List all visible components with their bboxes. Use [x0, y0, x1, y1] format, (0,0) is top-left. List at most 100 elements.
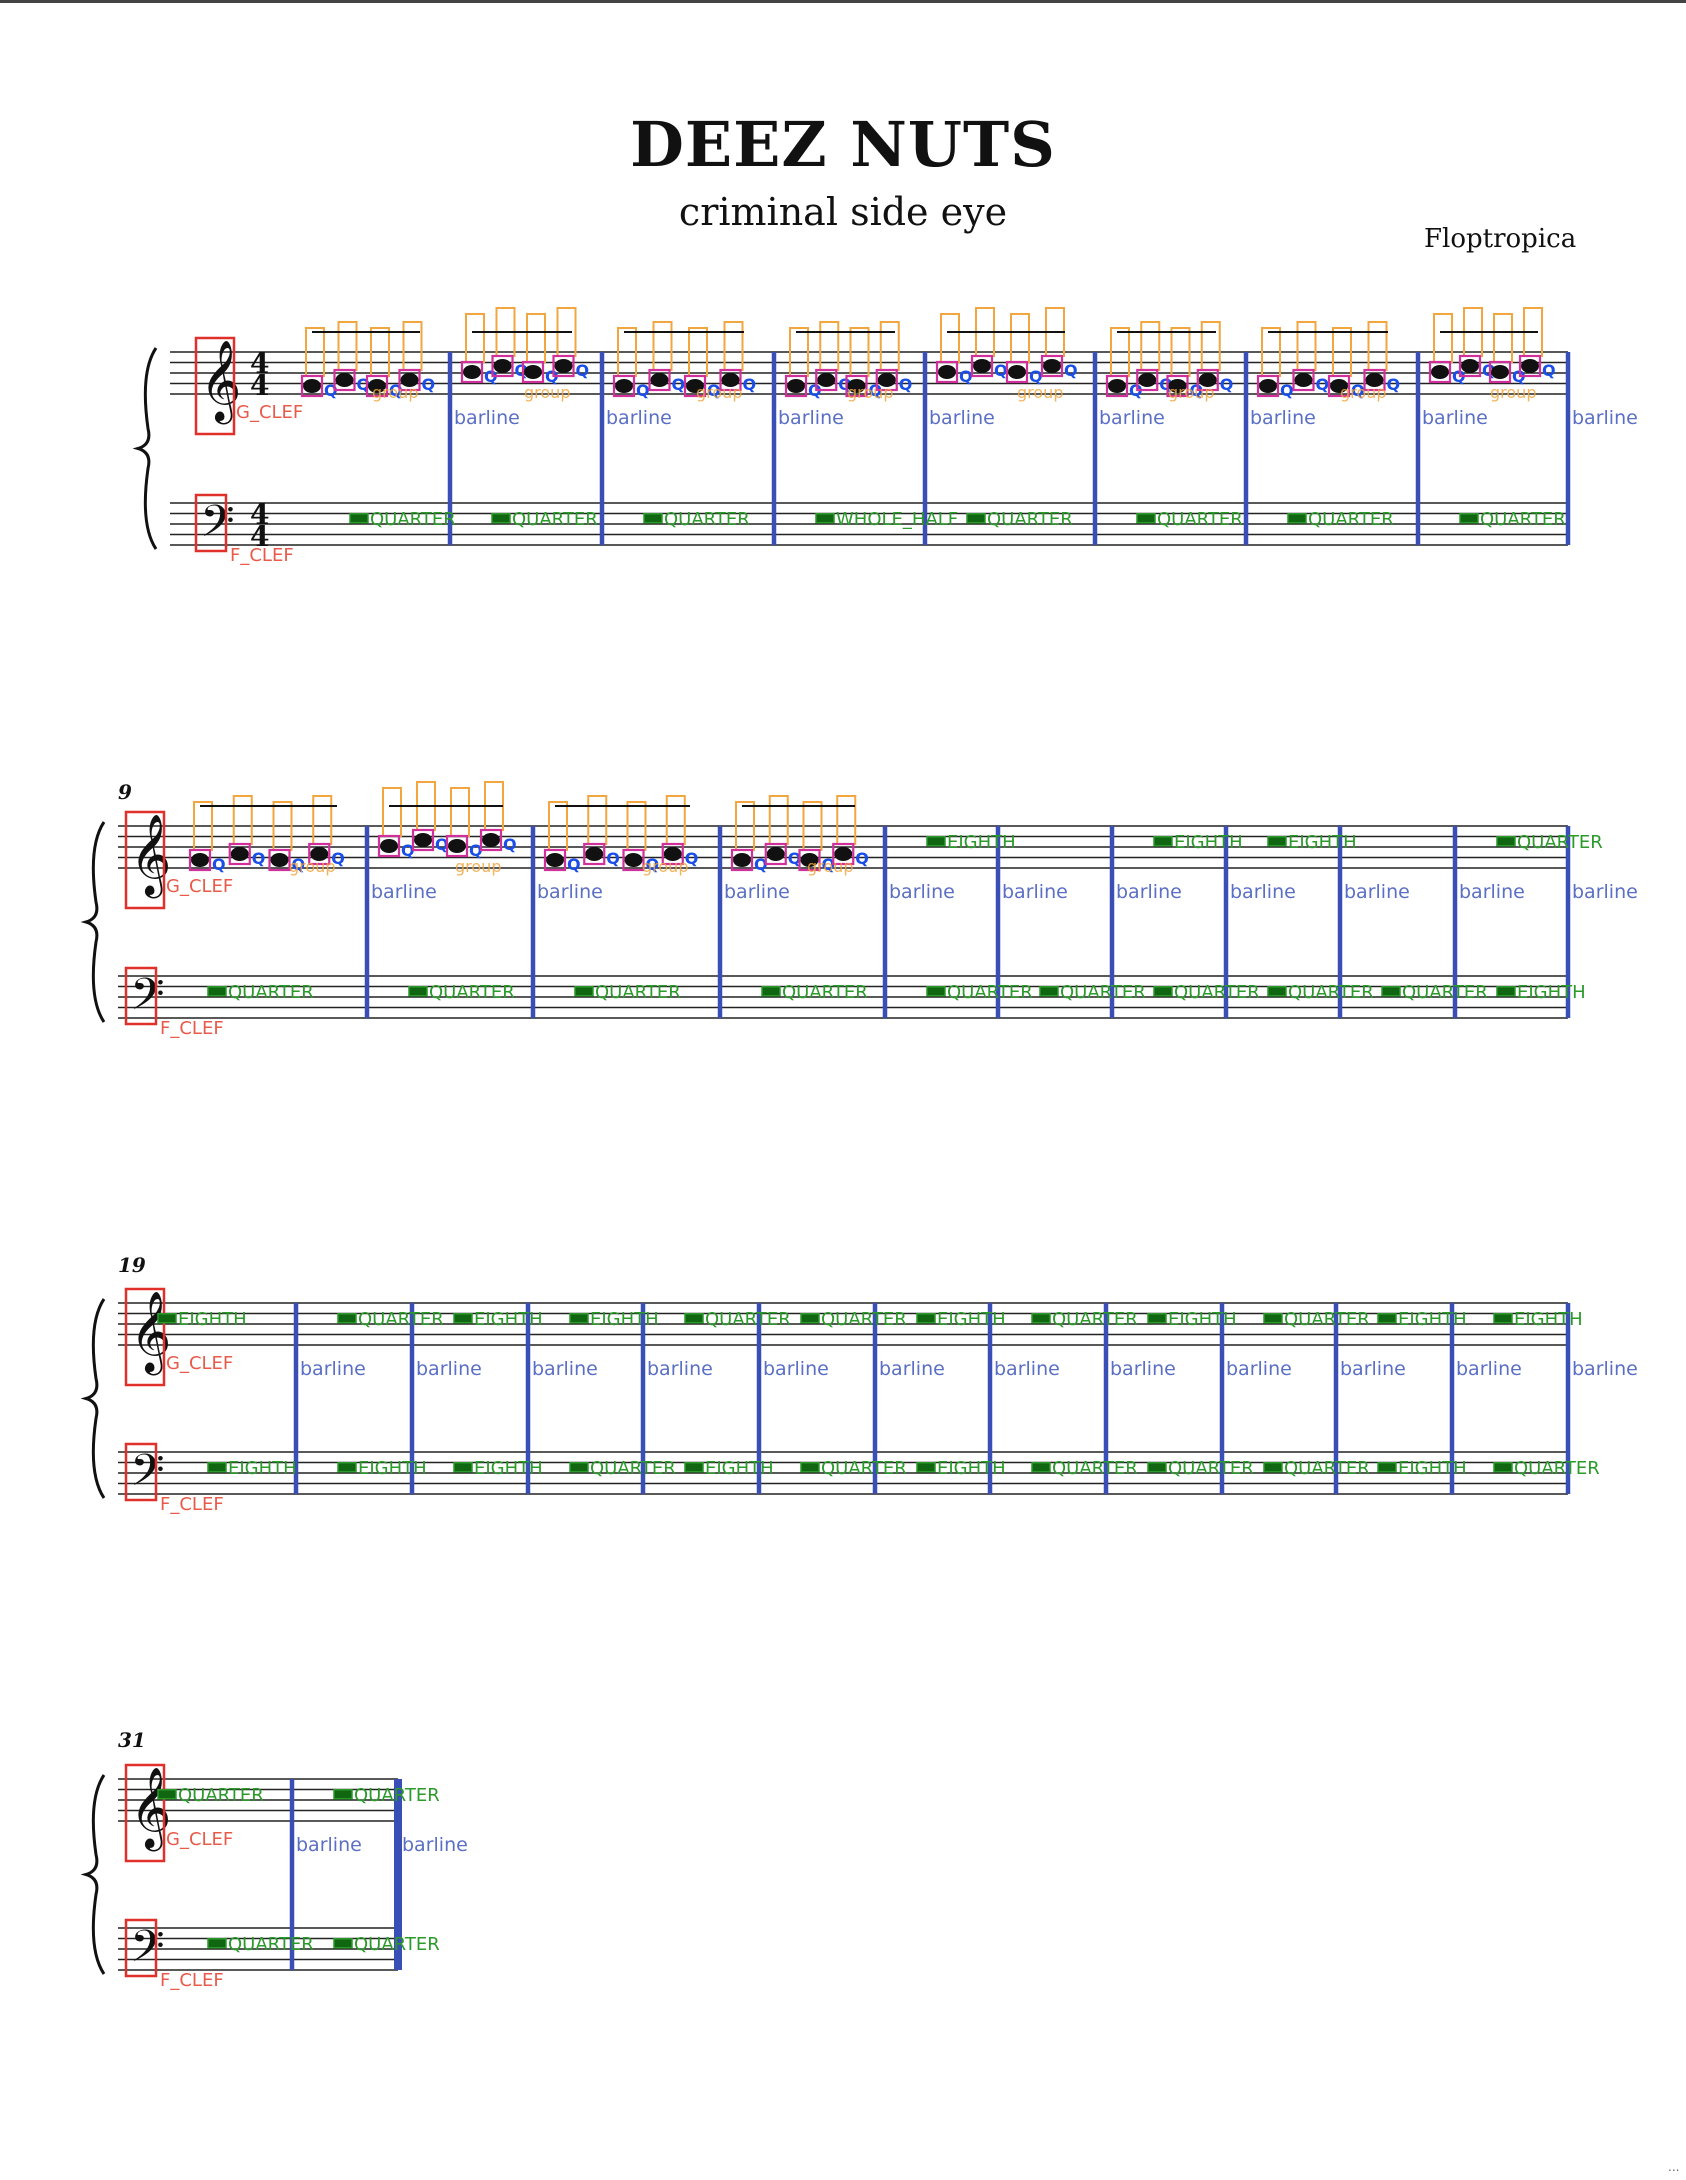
quarter-marker: Q — [754, 855, 768, 874]
notehead-box — [875, 368, 898, 392]
barline-label: barline — [1340, 1358, 1406, 1380]
rest-symbol — [916, 1313, 936, 1324]
rest-label-eighth: EIGHTH — [474, 1458, 543, 1479]
beam-group-box — [940, 313, 960, 363]
quarter-marker: Q — [899, 375, 913, 394]
quarter-marker: Q — [743, 375, 757, 394]
bass-clef-box — [194, 493, 228, 553]
notehead — [1461, 359, 1479, 373]
rest-label-quarter: QUARTER — [782, 982, 868, 1003]
notehead — [663, 847, 682, 861]
rest-symbol — [1287, 513, 1307, 524]
quarter-marker: Q — [646, 855, 660, 874]
notehead-box — [365, 374, 389, 398]
barline-label: barline — [1002, 881, 1068, 903]
barline-label: barline — [724, 881, 790, 903]
notehead-box — [188, 848, 212, 872]
notehead-box — [764, 842, 787, 866]
notehead — [493, 359, 512, 373]
rest-label-eighth: EIGHTH — [1398, 1309, 1467, 1330]
notehead-box — [612, 374, 636, 398]
barline-label: barline — [1456, 1358, 1522, 1380]
group-label: group — [1340, 383, 1386, 402]
notehead-box — [398, 368, 421, 392]
notehead — [787, 379, 805, 393]
rest-label-eighth: EIGHTH — [947, 832, 1016, 853]
group-label: group — [455, 857, 501, 876]
rest-label-quarter: QUARTER — [705, 1309, 791, 1330]
notehead-box — [683, 374, 707, 398]
rest-label-quarter: QUARTER — [1060, 982, 1146, 1003]
notehead — [834, 847, 853, 861]
rest-symbol — [1493, 1313, 1513, 1324]
rest-label-quarter: QUARTER — [1284, 1309, 1370, 1330]
barline-label: barline — [1572, 1358, 1638, 1380]
barline-label: barline — [1572, 407, 1638, 429]
notehead — [1008, 365, 1026, 379]
rest-label-quarter: QUARTER — [1517, 832, 1603, 853]
notehead — [1108, 379, 1126, 393]
quarter-marker: Q — [1387, 375, 1401, 394]
rest-label-eighth: EIGHTH — [937, 1458, 1006, 1479]
rest-symbol — [966, 513, 986, 524]
rest-symbol — [1496, 836, 1516, 847]
quarter-marker: Q — [707, 381, 721, 400]
rest-symbol — [1263, 1313, 1283, 1324]
quarter-marker: Q — [1159, 375, 1173, 394]
beam-group-box — [1493, 313, 1513, 363]
barline-label: barline — [1116, 881, 1182, 903]
quarter-marker: Q — [869, 381, 883, 400]
rest-label-quarter: QUARTER — [1402, 982, 1488, 1003]
quarter-marker: Q — [606, 849, 620, 868]
rest-symbol — [761, 986, 781, 997]
rest-symbol — [207, 1938, 227, 1949]
notehead — [1365, 373, 1384, 387]
notehead — [524, 365, 542, 379]
group-label: group — [1017, 383, 1063, 402]
quarter-marker: Q — [808, 381, 822, 400]
notehead — [1330, 379, 1348, 393]
measure-number: 9 — [118, 780, 132, 804]
group-label: group — [847, 383, 893, 402]
rest-symbol — [569, 1313, 589, 1324]
barline-label: barline — [1099, 407, 1165, 429]
rest-symbol — [349, 513, 369, 524]
rest-symbol — [800, 1462, 820, 1473]
rest-label-eighth: EIGHTH — [1168, 1309, 1237, 1330]
notehead-box — [1518, 354, 1542, 378]
notehead-box — [798, 848, 821, 872]
group-label: group — [696, 383, 742, 402]
rest-label-eighth: EIGHTH — [474, 1309, 543, 1330]
rest-symbol — [408, 986, 428, 997]
bass-clef-icon: 𝄢 — [130, 1444, 165, 1507]
notehead — [270, 853, 289, 867]
treble-clef-box — [124, 1287, 166, 1387]
barline-label: barline — [416, 1358, 482, 1380]
notehead-box — [552, 354, 575, 378]
rest-label-quarter: QUARTER — [821, 1458, 907, 1479]
notehead-box — [479, 828, 503, 852]
notehead-box — [719, 368, 742, 392]
rest-label-quarter: QUARTER — [512, 509, 598, 530]
group-label: group — [642, 857, 688, 876]
quarter-marker: Q — [1280, 381, 1294, 400]
corner-mark: ... — [1668, 2160, 1680, 2174]
notehead-box — [377, 834, 401, 858]
notehead — [877, 373, 896, 387]
rest-symbol — [684, 1313, 704, 1324]
rest-label-quarter: QUARTER — [370, 509, 456, 530]
rest-label-whole-half: WHOLE_HALF — [836, 509, 958, 530]
rest-symbol — [1267, 986, 1287, 997]
group-label: group — [524, 383, 570, 402]
beam-group-box — [382, 787, 402, 837]
treble-clef-box — [124, 810, 166, 910]
notehead — [624, 853, 643, 867]
system-brace — [80, 821, 106, 1023]
rest-symbol — [1147, 1313, 1167, 1324]
rest-symbol — [1031, 1462, 1051, 1473]
score-title: DEEZ NUTS — [630, 108, 1056, 181]
rest-label-quarter: QUARTER — [1514, 1458, 1600, 1479]
rest-symbol — [207, 986, 227, 997]
notehead — [448, 839, 466, 853]
